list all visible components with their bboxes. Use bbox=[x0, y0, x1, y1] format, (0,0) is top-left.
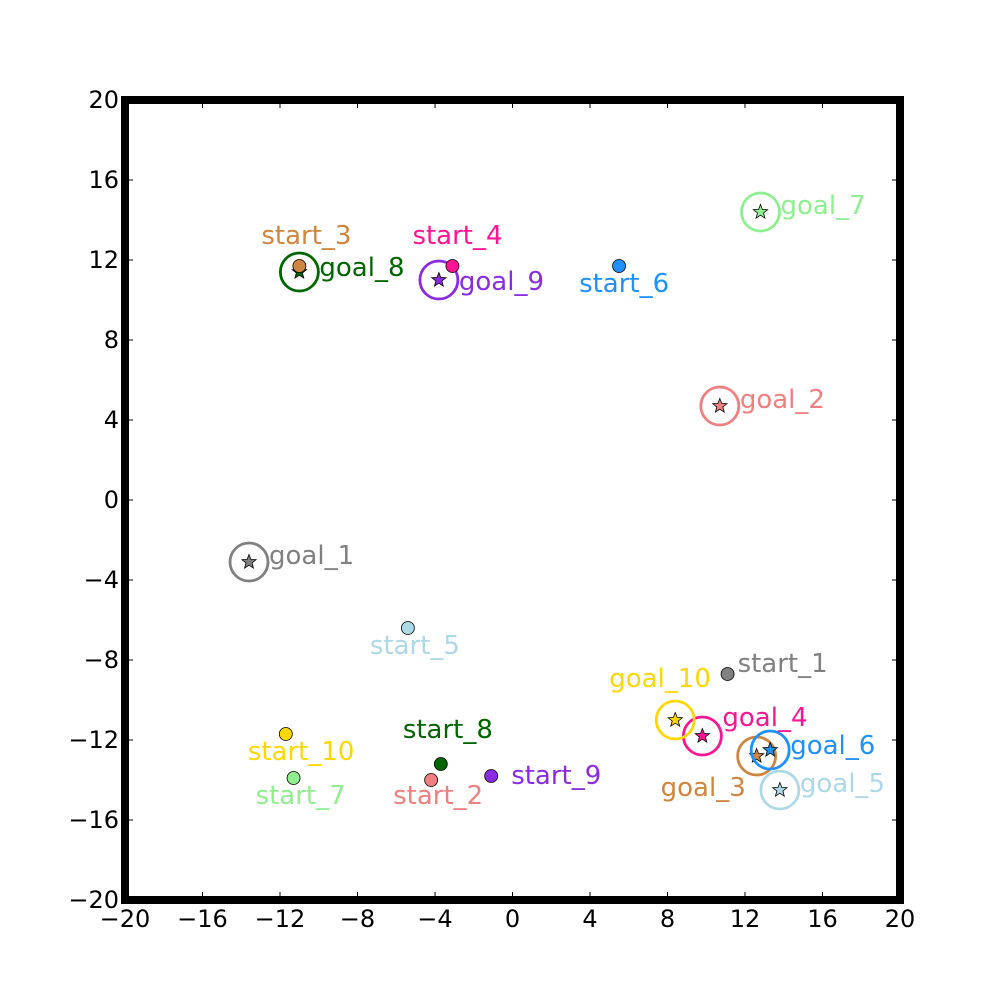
goal-label-goal_6: goal_6 bbox=[790, 731, 875, 761]
goal-ring-goal_1 bbox=[228, 541, 270, 583]
goal-label-goal_10: goal_10 bbox=[609, 664, 711, 694]
start-label-start_3: start_3 bbox=[261, 221, 351, 251]
y-axis-ticks: −20 −16 −12 −8 −4 0 4 8 12 16 20 bbox=[68, 86, 900, 914]
x-tick-label: 0 bbox=[505, 905, 520, 933]
start-label-start_9: start_9 bbox=[511, 761, 601, 791]
goal-label-goal_8: goal_8 bbox=[319, 253, 404, 283]
start-point-start_3 bbox=[292, 259, 307, 273]
x-tick-label: 4 bbox=[582, 905, 597, 933]
x-tick-label: 8 bbox=[660, 905, 675, 933]
y-tick-label: 8 bbox=[104, 326, 119, 354]
goal-label-goal_1: goal_1 bbox=[269, 541, 354, 571]
start-point-start_1 bbox=[720, 667, 735, 681]
start-point-start_9 bbox=[484, 769, 499, 783]
goal-star-goal_7 bbox=[752, 203, 769, 219]
plot-marks bbox=[228, 191, 801, 811]
x-tick-label: 20 bbox=[885, 905, 916, 933]
x-tick-label: −8 bbox=[340, 905, 375, 933]
x-tick-label: 12 bbox=[730, 905, 761, 933]
goal-ring-goal_5 bbox=[759, 769, 801, 811]
goal-ring-goal_6 bbox=[749, 729, 791, 771]
goal-label-goal_5: goal_5 bbox=[800, 769, 885, 799]
goal-ring-goal_2 bbox=[699, 385, 741, 427]
goal-star-goal_4 bbox=[694, 727, 711, 743]
y-tick-label: −16 bbox=[68, 806, 119, 834]
start-label-start_5: start_5 bbox=[370, 631, 460, 661]
start-point-start_5 bbox=[400, 621, 415, 635]
goal-star-goal_5 bbox=[771, 781, 789, 797]
y-tick-label: 16 bbox=[88, 166, 119, 194]
y-tick-label: 20 bbox=[88, 86, 119, 114]
start-label-start_10: start_10 bbox=[248, 737, 355, 767]
start-label-start_4: start_4 bbox=[412, 221, 502, 251]
goal-star-goal_1 bbox=[240, 553, 258, 569]
goal-label-goal_9: goal_9 bbox=[459, 267, 544, 297]
y-tick-label: −8 bbox=[84, 646, 119, 674]
x-tick-label: −12 bbox=[255, 905, 306, 933]
x-tick-label: −20 bbox=[100, 905, 151, 933]
goal-label-goal_7: goal_7 bbox=[781, 191, 866, 221]
y-tick-label: −12 bbox=[68, 726, 119, 754]
x-tick-label: 16 bbox=[807, 905, 838, 933]
goal-ring-goal_9 bbox=[418, 259, 460, 301]
x-tick-label: −16 bbox=[177, 905, 228, 933]
start-label-start_1: start_1 bbox=[738, 649, 828, 679]
start-label-start_7: start_7 bbox=[256, 781, 346, 811]
start-label-start_6: start_6 bbox=[579, 269, 669, 299]
goal-ring-goal_8 bbox=[278, 251, 320, 293]
plot-frame bbox=[121, 96, 904, 904]
goal-ring-goal_7 bbox=[740, 191, 781, 233]
start-point-start_10 bbox=[278, 727, 293, 741]
start-point-start_7 bbox=[286, 771, 301, 785]
start-point-start_4 bbox=[445, 259, 460, 273]
goal-star-goal_6 bbox=[761, 741, 779, 757]
goal-star-goal_10 bbox=[667, 711, 684, 727]
goal-label-goal_3: goal_3 bbox=[661, 773, 746, 803]
y-tick-label: −4 bbox=[84, 566, 119, 594]
goal-star-goal_2 bbox=[711, 397, 729, 413]
start-label-start_8: start_8 bbox=[403, 715, 493, 745]
y-tick-label: 4 bbox=[104, 406, 119, 434]
start-label-start_2: start_2 bbox=[393, 781, 483, 811]
goal-star-goal_9 bbox=[430, 271, 448, 287]
y-tick-label: 0 bbox=[104, 486, 119, 514]
x-axis-ticks: −20 −16 −12 −8 −4 0 4 8 12 16 20 bbox=[100, 100, 916, 933]
y-tick-label: −20 bbox=[68, 886, 119, 914]
goal-ring-goal_10 bbox=[654, 699, 696, 741]
goal-label-goal_2: goal_2 bbox=[740, 385, 825, 415]
goal-label-goal_4: goal_4 bbox=[722, 703, 807, 733]
start-point-start_8 bbox=[433, 757, 448, 771]
start-point-start_2 bbox=[424, 773, 439, 787]
y-tick-label: 12 bbox=[88, 246, 119, 274]
start-point-start_6 bbox=[612, 259, 626, 273]
x-tick-label: −4 bbox=[417, 905, 452, 933]
